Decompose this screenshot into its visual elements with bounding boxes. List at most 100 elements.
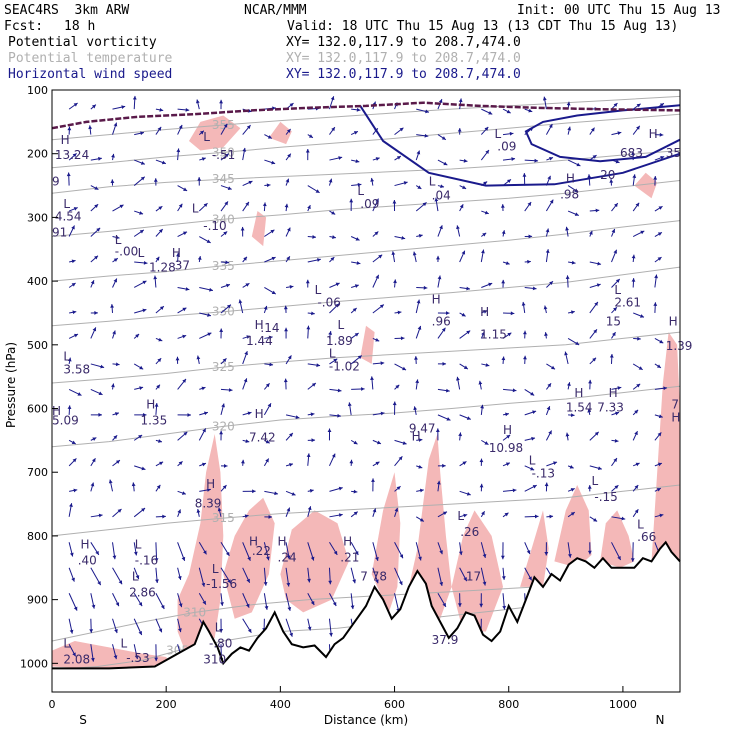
- pv-shaded-region: [651, 332, 680, 562]
- wind-vector-head: [119, 204, 124, 209]
- wind-vector-head: [121, 105, 126, 109]
- wind-vector-head: [177, 575, 182, 580]
- theta-contour-line: [51, 331, 681, 384]
- wind-vector-head: [91, 104, 96, 109]
- hl-label: 1.15: [480, 327, 507, 341]
- y-axis-label: Pressure (hPa): [4, 342, 18, 428]
- theta-contour-label: 335: [212, 259, 235, 273]
- hl-label: H: [81, 538, 90, 552]
- wind-vector-head: [361, 387, 365, 391]
- wind-vector-head: [352, 579, 357, 584]
- wind-vector-head: [442, 361, 447, 366]
- theta-contour-line: [51, 266, 681, 327]
- wind-vector-head: [66, 172, 71, 177]
- wind-vector-head: [461, 250, 466, 255]
- wind-vector-head: [461, 312, 466, 317]
- wind-vector-head: [183, 431, 188, 436]
- wind-vector-head: [502, 605, 507, 610]
- wind-vector-head: [549, 199, 554, 204]
- wind-vector-head: [479, 603, 484, 608]
- wind-vector-head: [223, 123, 228, 128]
- pv-shaded-region: [177, 434, 224, 657]
- wind-vector-head: [567, 553, 572, 558]
- wind-vector-head: [90, 482, 95, 487]
- wind-vector-head: [436, 255, 440, 260]
- north-label: N: [656, 713, 665, 727]
- wind-vector-head: [287, 606, 292, 611]
- wind-vector-head: [375, 157, 380, 161]
- wind-vector-head: [286, 582, 291, 587]
- wind-vector-head: [488, 282, 493, 287]
- wind-vector-head: [544, 552, 549, 556]
- wind-vector-head: [569, 465, 574, 469]
- wind-vector-head: [482, 554, 487, 558]
- hl-label: -1.02: [329, 359, 360, 373]
- wind-vector-head: [657, 257, 662, 261]
- wind-vector-head: [182, 378, 186, 383]
- wind-vector-head: [631, 278, 636, 282]
- wind-vector-head: [504, 512, 509, 517]
- hl-label: 4.54: [55, 210, 82, 224]
- wind-vector-head: [395, 384, 400, 389]
- valid-time: Valid: 18 UTC Thu 15 Aug 13 (13 CDT Thu …: [287, 19, 679, 34]
- wind-vector-head: [588, 379, 592, 384]
- hl-label: 91: [52, 226, 67, 240]
- hl-label: H: [255, 407, 264, 421]
- hl-label: H: [52, 404, 61, 418]
- wind-vector-head: [613, 307, 617, 312]
- wind-vector-head: [143, 260, 148, 265]
- wind-vector-head: [570, 512, 575, 516]
- wind-vector-head: [438, 99, 443, 104]
- wind-vector-head: [463, 158, 468, 163]
- wind-vector-head: [159, 461, 164, 466]
- wind-vector-head: [139, 386, 144, 390]
- hl-label: 1.89: [326, 334, 353, 348]
- wind-vector-head: [575, 341, 580, 345]
- wind-vector-head: [158, 337, 163, 342]
- wind-speed-contour: [524, 104, 681, 163]
- wind-vector-head: [176, 252, 180, 257]
- wind-vector-head: [656, 364, 661, 368]
- wind-vector-head: [113, 655, 118, 660]
- wind-vector-head: [224, 153, 229, 158]
- wind-vector-head: [417, 325, 422, 330]
- wind-vector-head: [158, 229, 163, 233]
- hl-label: 17: [466, 570, 481, 584]
- wind-vector-head: [590, 127, 595, 132]
- wind-vector-head: [440, 184, 445, 189]
- wind-vector-head: [91, 458, 96, 463]
- wind-vector-head: [305, 279, 310, 284]
- wind-vector-head: [247, 628, 252, 633]
- theta-contour-label: 325: [212, 360, 235, 374]
- wind-vector-head: [181, 491, 186, 495]
- wind-vector-head: [328, 331, 333, 335]
- wind-vector-head: [396, 486, 401, 491]
- wind-vector-head: [617, 386, 622, 390]
- wind-vector-head: [158, 439, 162, 443]
- theta-contour-line: [51, 113, 681, 169]
- wind-vector-head: [378, 254, 383, 259]
- wind-vector-head: [195, 99, 200, 104]
- wind-vector-head: [597, 466, 602, 471]
- wind-vector-head: [94, 204, 99, 209]
- wind-vector-head: [219, 629, 224, 633]
- wind-vector-head: [656, 488, 661, 492]
- pv-shaded-region: [52, 641, 172, 669]
- wind-vector-head: [412, 251, 417, 256]
- hl-label: -.51: [212, 148, 235, 162]
- hl-label: .14: [260, 321, 279, 335]
- hl-label: .98: [560, 187, 579, 201]
- wind-vector-head: [219, 430, 224, 435]
- wind-vector-head: [142, 308, 147, 313]
- wind-vector-head: [91, 604, 96, 609]
- wind-vector-head: [92, 437, 97, 441]
- wind-vector-head: [442, 463, 446, 468]
- hl-label: 7.33: [597, 401, 624, 415]
- wind-vector-head: [110, 179, 115, 183]
- hl-label: 310: [203, 652, 226, 666]
- wind-vector-head: [154, 558, 159, 562]
- wind-vector-head: [587, 174, 592, 178]
- wind-vector-head: [272, 106, 276, 111]
- wind-vector-head: [245, 201, 249, 206]
- wind-vector-head: [67, 126, 72, 131]
